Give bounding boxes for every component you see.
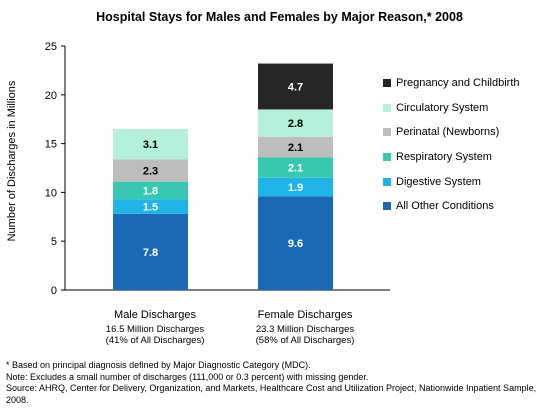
- chart-legend: Pregnancy and Childbirth Circulatory Syst…: [383, 71, 520, 219]
- legend-swatch: [383, 202, 391, 211]
- bar-data-label: 7.8: [143, 247, 158, 259]
- y-tick-label: 25: [45, 41, 57, 53]
- y-tick-label: 0: [51, 285, 57, 297]
- legend-item: Circulatory System: [383, 96, 520, 121]
- bar-segment-respiratory-system: [258, 157, 333, 178]
- bar-segment-respiratory-system: [113, 181, 188, 200]
- bar-segment-digestive-system: [258, 177, 333, 197]
- stacked-bar-chart: 0 5 10 15 20 25 7.8 1.5 1.8 2.3 3.1 9.6 1.9 2.1 2.1 2.8…: [45, 41, 390, 297]
- legend-item: All Other Conditions: [383, 194, 520, 219]
- bar-data-label: 3.1: [143, 139, 158, 151]
- bar-segment-perinatal-newborns: [113, 159, 188, 182]
- y-tick-label: 10: [45, 187, 57, 199]
- bar-data-label: 2.1: [288, 163, 303, 175]
- x-category-label-female: Female Discharges: [257, 309, 353, 321]
- footnote-note: Note: Excludes a small number of dischar…: [6, 371, 369, 382]
- legend-label: Circulatory System: [396, 101, 489, 114]
- footnotes: * Based on principal diagnosis defined b…: [6, 360, 558, 406]
- bar-segment-all-other-conditions: [113, 213, 188, 290]
- y-tick-label: 15: [45, 139, 57, 151]
- legend-swatch: [383, 103, 391, 112]
- legend-label: Pregnancy and Childbirth: [396, 77, 520, 90]
- legend-item: Digestive System: [383, 169, 520, 194]
- footnote-mdc: * Based on principal diagnosis defined b…: [6, 360, 311, 370]
- legend-swatch: [383, 153, 391, 162]
- legend-label: All Other Conditions: [396, 200, 494, 213]
- bar-data-label: 1.5: [143, 202, 158, 214]
- bar-segment-all-other-conditions: [258, 196, 333, 290]
- chart-title: Hospital Stays for Males and Females by …: [96, 10, 463, 24]
- bar-data-label: 1.9: [288, 182, 303, 194]
- x-category-subtitle-female: 23.3 Million Discharges (58% of All Disc…: [255, 324, 355, 346]
- bar-segment-digestive-system: [113, 199, 188, 214]
- bar-data-label: 4.7: [288, 82, 303, 94]
- legend-item: Perinatal (Newborns): [383, 120, 520, 145]
- legend-swatch: [383, 128, 391, 137]
- bar-data-label: 9.6: [288, 238, 303, 250]
- legend-item: Respiratory System: [383, 145, 520, 170]
- bar-segment-perinatal-newborns: [258, 136, 333, 158]
- y-tick-label: 20: [45, 90, 57, 102]
- legend-label: Perinatal (Newborns): [396, 126, 500, 139]
- bar-data-label: 1.8: [143, 185, 158, 197]
- legend-label: Digestive System: [396, 175, 481, 188]
- bar-data-label: 2.3: [143, 165, 158, 177]
- legend-item: Pregnancy and Childbirth: [383, 71, 520, 96]
- legend-label: Respiratory System: [396, 151, 492, 164]
- bar-segment-circulatory-system: [258, 109, 333, 137]
- x-category-subtitle-male: 16.5 Million Discharges (41% of All Disc…: [105, 324, 205, 346]
- bar-segment-circulatory-system: [113, 128, 188, 160]
- bar-data-label: 2.1: [288, 142, 303, 154]
- x-category-label-male: Male Discharges: [114, 309, 196, 321]
- bar-segment-pregnancy-and-childbirth: [258, 63, 333, 110]
- bar-data-label: 2.8: [288, 118, 303, 130]
- legend-swatch: [383, 177, 391, 186]
- y-tick-label: 5: [51, 236, 57, 248]
- footnote-source: Source: AHRQ, Center for Delivery, Organ…: [6, 383, 537, 405]
- legend-swatch: [383, 79, 391, 88]
